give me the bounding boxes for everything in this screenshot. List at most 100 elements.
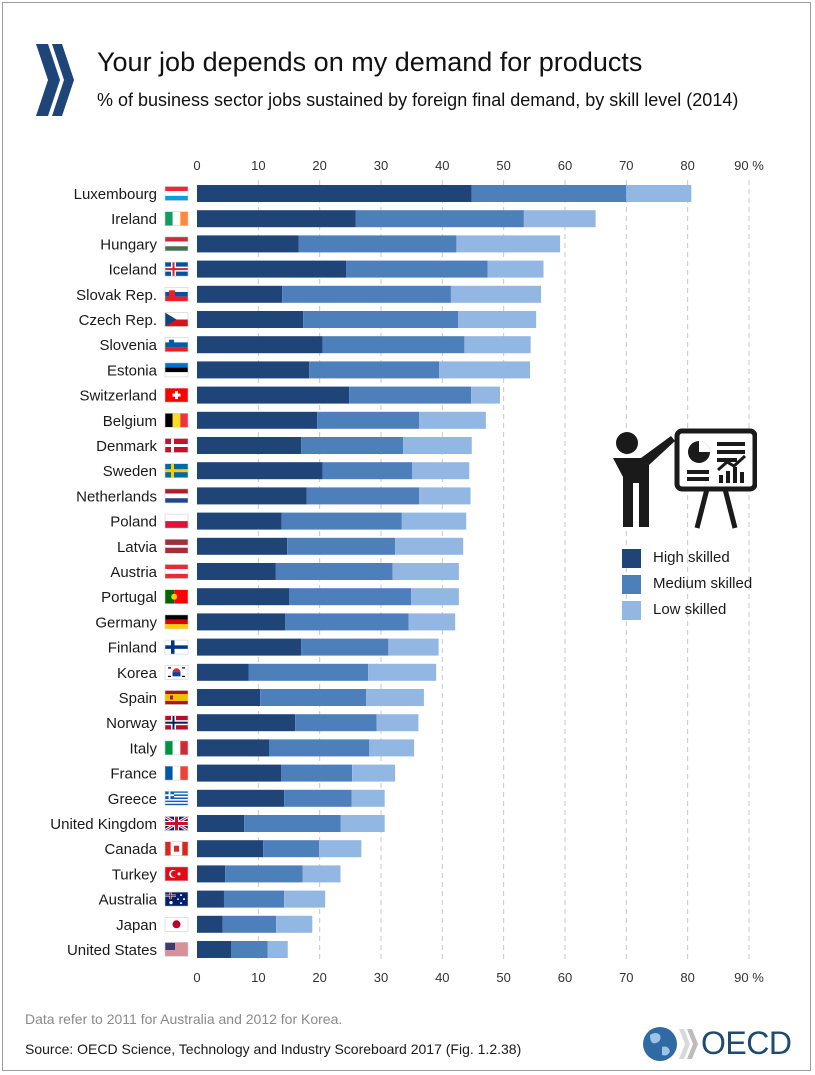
bar-high [197, 588, 289, 606]
bar-low [626, 185, 692, 202]
flag-be-icon [164, 412, 189, 428]
bar-low [376, 714, 419, 732]
category-label: Portugal [101, 589, 157, 606]
bar-high [197, 865, 226, 883]
bar-medium [275, 563, 393, 580]
x-tick-label-top: 80 [680, 158, 694, 173]
category-label: Germany [95, 614, 157, 631]
bar-high [197, 185, 472, 202]
flag-tr-icon [164, 866, 189, 882]
bar-medium [260, 689, 367, 706]
category-label: United States [67, 942, 157, 959]
legend-label-high: High skilled [653, 549, 730, 566]
x-tick-label-bottom: 10 [251, 970, 265, 985]
bar-low [403, 437, 472, 454]
bar-high [197, 789, 285, 807]
bar-low [276, 915, 313, 933]
bar-medium [269, 739, 370, 757]
bar-medium [284, 789, 352, 807]
bar-high [197, 462, 323, 480]
oecd-wordmark: OECD [701, 1025, 792, 1061]
bar-medium [349, 386, 472, 404]
legend-swatch-low [622, 601, 641, 620]
data-note: Data refer to 2011 for Australia and 201… [25, 1011, 343, 1027]
flag-at-icon [164, 564, 189, 579]
category-label: France [110, 766, 157, 783]
flag-fi-icon [164, 639, 189, 655]
category-label: Japan [116, 917, 157, 934]
bar-low [450, 285, 542, 303]
bar-low [352, 764, 396, 782]
bar-low [267, 941, 288, 958]
bar-low [439, 361, 531, 379]
flag-sk-icon [164, 286, 189, 302]
bar-high [197, 235, 299, 253]
flag-lu-icon [164, 186, 189, 201]
bar-high [197, 537, 288, 555]
flag-no-icon [164, 715, 189, 731]
bar-medium [231, 941, 268, 958]
category-label: Czech Rep. [79, 312, 157, 329]
category-label: Poland [110, 514, 157, 531]
x-tick-label-top: 40 [435, 158, 449, 173]
bar-high [197, 563, 276, 580]
source-line: Source: OECD Science, Technology and Ind… [25, 1041, 522, 1057]
bar-high [197, 764, 282, 782]
category-label: Iceland [109, 262, 157, 279]
bar-high [197, 285, 283, 303]
bar-low [471, 386, 500, 404]
bar-low [369, 739, 415, 757]
category-label: Australia [99, 892, 158, 909]
bar-medium [295, 714, 377, 732]
category-label: Netherlands [76, 488, 157, 505]
bar-medium [288, 588, 412, 606]
bar-low [388, 638, 439, 656]
bar-low [411, 588, 459, 606]
bar-high [197, 512, 282, 530]
category-label: United Kingdom [50, 816, 157, 833]
bar-high [197, 361, 310, 379]
x-tick-label-top: 20 [312, 158, 326, 173]
stacked-bar-chart: 0 0 10 10 20 20 30 30 40 40 50 50 60 60 70 70 80 80 90 % 90… [50, 158, 764, 985]
chart-subtitle: % of business sector jobs sustained by f… [97, 90, 739, 110]
x-tick-label-bottom: 80 [680, 970, 694, 985]
bar-low [319, 840, 362, 858]
flag-se-icon [164, 463, 189, 479]
bar-high [197, 260, 347, 278]
bar-medium [471, 185, 627, 202]
bar-low [401, 512, 467, 530]
category-label: Sweden [103, 463, 157, 480]
bar-high [197, 487, 307, 505]
flag-fr-icon [164, 765, 189, 781]
category-label: Belgium [103, 413, 157, 430]
flag-dk-icon [164, 438, 189, 453]
bar-medium [222, 915, 277, 933]
bar-high [197, 437, 302, 454]
bar-high [197, 941, 232, 958]
category-label: Latvia [117, 539, 158, 556]
bar-medium [298, 235, 457, 253]
bar-low [419, 487, 471, 505]
flag-kr-icon [164, 664, 189, 680]
bar-high [197, 638, 302, 656]
bar-medium [317, 411, 420, 429]
bar-medium [248, 663, 369, 681]
flag-de-icon [164, 614, 189, 630]
bar-high [197, 210, 356, 228]
legend-label-medium: Medium skilled [653, 575, 753, 592]
bar-high [197, 386, 350, 404]
x-tick-label-top: 90 % [734, 158, 764, 173]
bar-medium [263, 840, 320, 858]
x-tick-label-top: 60 [558, 158, 572, 173]
bar-medium [281, 512, 402, 530]
category-label: Spain [119, 690, 157, 707]
flag-si-icon [164, 337, 189, 353]
x-tick-label-top: 30 [374, 158, 388, 173]
x-tick-label-bottom: 30 [374, 970, 388, 985]
flag-it-icon [164, 740, 189, 756]
bar-low [368, 663, 437, 681]
flag-jp-icon [164, 916, 189, 932]
bar-low [458, 311, 537, 328]
bar-medium [306, 487, 420, 505]
